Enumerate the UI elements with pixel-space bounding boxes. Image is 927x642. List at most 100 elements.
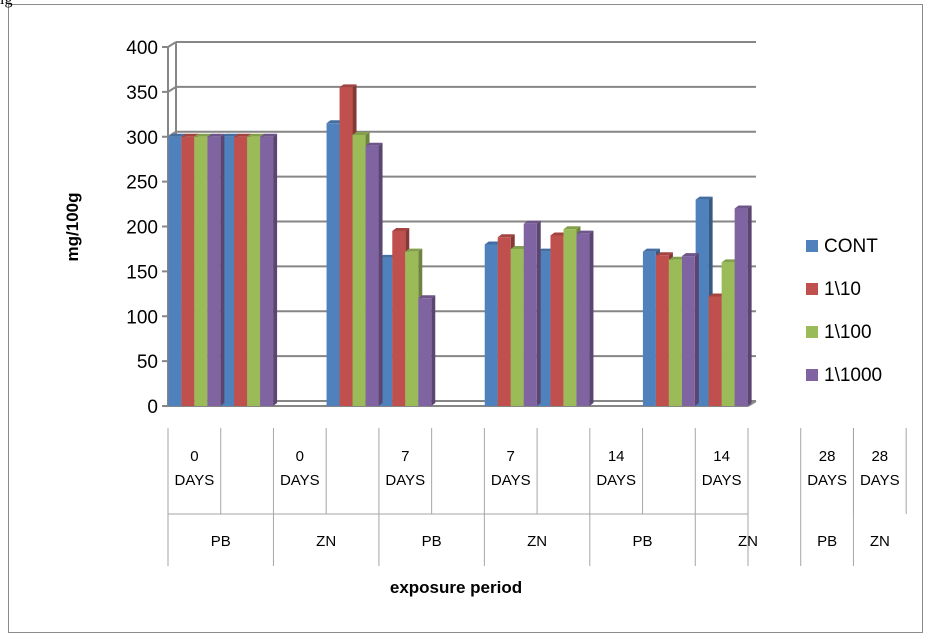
bar xyxy=(181,136,195,406)
bar xyxy=(207,136,221,406)
bar-top xyxy=(721,259,739,263)
bar xyxy=(642,251,656,406)
bar-side xyxy=(694,253,699,406)
bar xyxy=(550,235,564,406)
bar-side xyxy=(536,220,541,406)
bar xyxy=(326,123,340,406)
x-tick-label-day: 0 xyxy=(296,448,304,465)
x-tick-label-day: 14 xyxy=(608,448,625,465)
bar-top xyxy=(418,295,436,299)
bar xyxy=(168,136,182,406)
bar xyxy=(247,136,261,406)
x-tick-label-day: 28 xyxy=(819,448,836,465)
x-group-label: PB xyxy=(633,533,653,550)
bar xyxy=(523,223,537,406)
bar-top xyxy=(550,232,568,236)
y-tick-label: 400 xyxy=(126,38,158,59)
bar xyxy=(655,255,669,406)
bar xyxy=(234,136,248,406)
bar-top xyxy=(260,133,278,137)
legend-swatch xyxy=(806,326,818,338)
legend-swatch xyxy=(806,369,818,381)
x-tick-label-unit: DAYS xyxy=(807,472,847,489)
x-tick-label-unit: DAYS xyxy=(860,472,900,489)
bar xyxy=(510,248,524,406)
bar xyxy=(734,208,748,406)
legend: CONT 1\10 1\100 1\1000 xyxy=(806,236,882,386)
x-tick-label-unit: DAYS xyxy=(385,472,425,489)
y-tick-label: 350 xyxy=(126,83,158,104)
bar-side xyxy=(431,295,436,406)
x-group-label: PB xyxy=(211,533,231,550)
bar xyxy=(563,229,577,406)
chart-border xyxy=(8,4,923,633)
bar-side xyxy=(273,133,278,406)
bar-top xyxy=(168,133,186,137)
bar xyxy=(576,233,590,406)
x-tick-label-unit: DAYS xyxy=(596,472,636,489)
x-tick-label-day: 28 xyxy=(871,448,888,465)
grid-depth-line xyxy=(167,41,177,48)
x-tick-label-unit: DAYS xyxy=(491,472,531,489)
floor-edge xyxy=(747,400,757,407)
y-tick-label: 0 xyxy=(147,397,158,418)
bar-top xyxy=(576,230,594,234)
bar-top xyxy=(681,253,699,257)
bar-top xyxy=(484,241,502,245)
bar-top xyxy=(379,254,397,258)
bar xyxy=(708,296,722,406)
x-tick-label-day: 14 xyxy=(713,448,730,465)
bar-side xyxy=(589,230,594,406)
y-tick-label: 300 xyxy=(126,128,158,149)
x-group-label: PB xyxy=(422,533,442,550)
bar-top xyxy=(339,84,357,88)
bar-side xyxy=(378,142,383,406)
bar-top xyxy=(194,133,212,137)
y-tick-label: 100 xyxy=(126,307,158,328)
bar xyxy=(339,87,353,406)
bar-top xyxy=(247,133,265,137)
bar-top xyxy=(392,227,410,231)
bar-top xyxy=(668,256,686,260)
legend-label: 1\100 xyxy=(824,322,872,343)
legend-label: 1\10 xyxy=(824,279,861,300)
y-axis-title: mg/100g xyxy=(63,193,82,262)
x-group-label: ZN xyxy=(527,533,547,550)
bar-top xyxy=(207,133,225,137)
bar xyxy=(497,237,511,406)
bar-top xyxy=(537,248,555,252)
x-tick-label-day: 0 xyxy=(190,448,198,465)
x-group-label: ZN xyxy=(870,533,890,550)
bar-top xyxy=(497,234,515,238)
y-tick-label: 150 xyxy=(126,262,158,283)
bar-top xyxy=(695,196,713,200)
bars xyxy=(168,84,752,406)
y-tick-label: 50 xyxy=(137,352,158,373)
bar-top xyxy=(221,133,239,137)
bar xyxy=(418,298,432,406)
bar xyxy=(392,230,406,406)
top-note: ig xyxy=(0,0,12,9)
bar xyxy=(352,134,366,406)
bar-top xyxy=(181,133,199,137)
bar-top xyxy=(563,226,581,230)
bar-top xyxy=(734,205,752,209)
bar xyxy=(405,251,419,406)
y-tick-label: 200 xyxy=(126,218,158,239)
legend-swatch xyxy=(806,283,818,295)
legend-label: 1\1000 xyxy=(824,365,882,386)
x-tick-label-unit: DAYS xyxy=(174,472,214,489)
bar xyxy=(194,136,208,406)
bar-top xyxy=(234,133,252,137)
x-group-label: ZN xyxy=(316,533,336,550)
bar-top xyxy=(708,293,726,297)
x-tick-label-day: 7 xyxy=(401,448,409,465)
bar-top xyxy=(352,131,370,135)
bar xyxy=(681,256,695,406)
bar-top xyxy=(405,248,423,252)
bar-top xyxy=(523,220,541,224)
bar-top xyxy=(642,248,660,252)
x-tick-label-unit: DAYS xyxy=(702,472,742,489)
y-tick-label: 250 xyxy=(126,173,158,194)
